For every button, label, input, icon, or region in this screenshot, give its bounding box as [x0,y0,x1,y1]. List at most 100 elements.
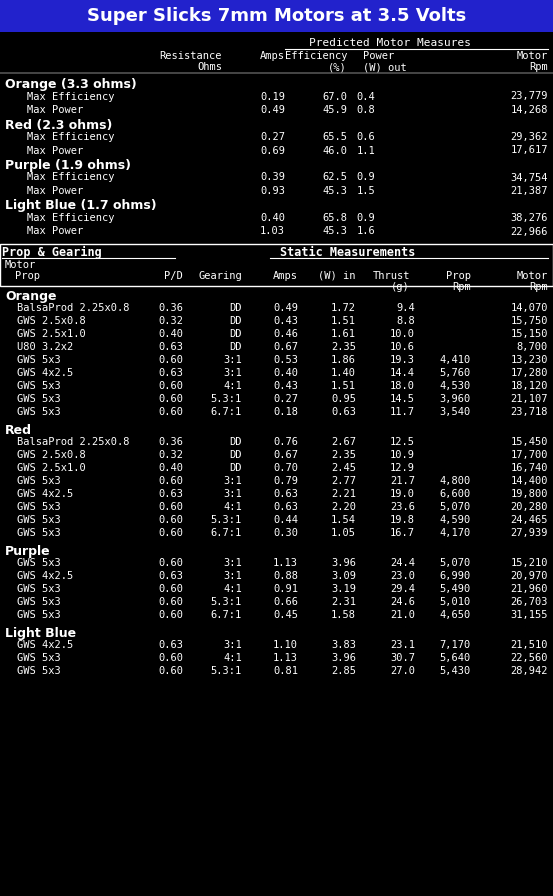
Text: 0.60: 0.60 [158,355,183,365]
Text: 0.40: 0.40 [273,368,298,378]
Text: 2.35: 2.35 [331,342,356,352]
Text: 0.67: 0.67 [273,342,298,352]
Text: GWS 4x2.5: GWS 4x2.5 [17,368,73,378]
Text: 4:1: 4:1 [223,502,242,512]
Text: Motor: Motor [517,51,548,61]
Text: 4:1: 4:1 [223,584,242,594]
Text: Rpm: Rpm [452,282,471,292]
Text: 20,280: 20,280 [510,502,548,512]
Text: 28,942: 28,942 [510,666,548,676]
Text: 14.4: 14.4 [390,368,415,378]
Text: 3,540: 3,540 [440,407,471,417]
Text: 4,800: 4,800 [440,476,471,486]
Text: 0.95: 0.95 [331,394,356,404]
Text: 6.7:1: 6.7:1 [211,610,242,620]
Text: Max Efficiency: Max Efficiency [27,173,114,183]
Text: 0.32: 0.32 [158,316,183,326]
Text: 0.46: 0.46 [273,329,298,339]
Text: Resistance: Resistance [159,51,222,61]
Text: 0.63: 0.63 [273,489,298,499]
Text: Max Efficiency: Max Efficiency [27,132,114,142]
Text: 9.4: 9.4 [397,303,415,313]
Text: Static Measurements: Static Measurements [280,246,415,259]
Text: 2.35: 2.35 [331,450,356,460]
Text: GWS 2.5x0.8: GWS 2.5x0.8 [17,316,86,326]
Text: DD: DD [229,450,242,460]
Text: GWS 5x3: GWS 5x3 [17,355,61,365]
Text: DD: DD [229,463,242,473]
Text: 0.60: 0.60 [158,394,183,404]
Text: 29,362: 29,362 [510,132,548,142]
Text: 0.9: 0.9 [356,173,375,183]
Text: 27,939: 27,939 [510,528,548,538]
Text: 0.79: 0.79 [273,476,298,486]
Text: 3,960: 3,960 [440,394,471,404]
Text: Rpm: Rpm [529,282,548,292]
Text: 1.51: 1.51 [331,381,356,391]
Text: 14,070: 14,070 [510,303,548,313]
Text: BalsaProd 2.25x0.8: BalsaProd 2.25x0.8 [17,303,129,313]
Text: 12.5: 12.5 [390,437,415,447]
Text: 10.0: 10.0 [390,329,415,339]
Text: 23,718: 23,718 [510,407,548,417]
Text: 3:1: 3:1 [223,558,242,568]
Text: (W) in: (W) in [319,271,356,281]
Text: 5,010: 5,010 [440,597,471,607]
Text: 0.19: 0.19 [260,91,285,101]
Text: Max Power: Max Power [27,186,84,196]
Text: 23,779: 23,779 [510,91,548,101]
Text: 0.91: 0.91 [273,584,298,594]
Text: 3:1: 3:1 [223,476,242,486]
Text: Predicted Motor Measures: Predicted Motor Measures [309,38,471,48]
Text: 0.40: 0.40 [158,329,183,339]
Text: 24,465: 24,465 [510,515,548,525]
Text: 0.36: 0.36 [158,303,183,313]
Text: 34,754: 34,754 [510,173,548,183]
Text: GWS 5x3: GWS 5x3 [17,381,61,391]
Text: 13,230: 13,230 [510,355,548,365]
Text: Max Power: Max Power [27,105,84,115]
Text: 1.05: 1.05 [331,528,356,538]
Text: 21,510: 21,510 [510,640,548,650]
Text: 8.8: 8.8 [397,316,415,326]
Text: 0.93: 0.93 [260,186,285,196]
Text: 10.6: 10.6 [390,342,415,352]
Text: Max Power: Max Power [27,227,84,237]
Text: 0.60: 0.60 [158,597,183,607]
Text: 0.63: 0.63 [158,342,183,352]
Text: 16.7: 16.7 [390,528,415,538]
Text: 1.5: 1.5 [356,186,375,196]
Text: 21.7: 21.7 [390,476,415,486]
Text: 62.5: 62.5 [322,173,347,183]
Text: 18.0: 18.0 [390,381,415,391]
Text: 0.4: 0.4 [356,91,375,101]
Text: 24.4: 24.4 [390,558,415,568]
Text: 6.7:1: 6.7:1 [211,528,242,538]
Text: 65.5: 65.5 [322,132,347,142]
Text: Thrust: Thrust [373,271,410,281]
Text: 5,430: 5,430 [440,666,471,676]
Text: 5,640: 5,640 [440,653,471,663]
Text: 0.66: 0.66 [273,597,298,607]
Text: 0.49: 0.49 [273,303,298,313]
Text: 1.6: 1.6 [356,227,375,237]
Text: 0.27: 0.27 [260,132,285,142]
Text: Purple: Purple [5,545,51,558]
Text: 17,700: 17,700 [510,450,548,460]
Text: 0.63: 0.63 [331,407,356,417]
Text: DD: DD [229,329,242,339]
Text: GWS 5x3: GWS 5x3 [17,653,61,663]
Text: 26,703: 26,703 [510,597,548,607]
Text: 5.3:1: 5.3:1 [211,394,242,404]
Text: Light Blue (1.7 ohms): Light Blue (1.7 ohms) [5,200,156,212]
Text: 0.60: 0.60 [158,666,183,676]
Text: 0.60: 0.60 [158,476,183,486]
Text: 15,150: 15,150 [510,329,548,339]
Text: 0.30: 0.30 [273,528,298,538]
Text: GWS 5x3: GWS 5x3 [17,558,61,568]
Text: Motor: Motor [5,260,36,270]
Text: GWS 4x2.5: GWS 4x2.5 [17,571,73,581]
Text: 0.49: 0.49 [260,105,285,115]
Text: 3:1: 3:1 [223,368,242,378]
Text: 0.60: 0.60 [158,502,183,512]
